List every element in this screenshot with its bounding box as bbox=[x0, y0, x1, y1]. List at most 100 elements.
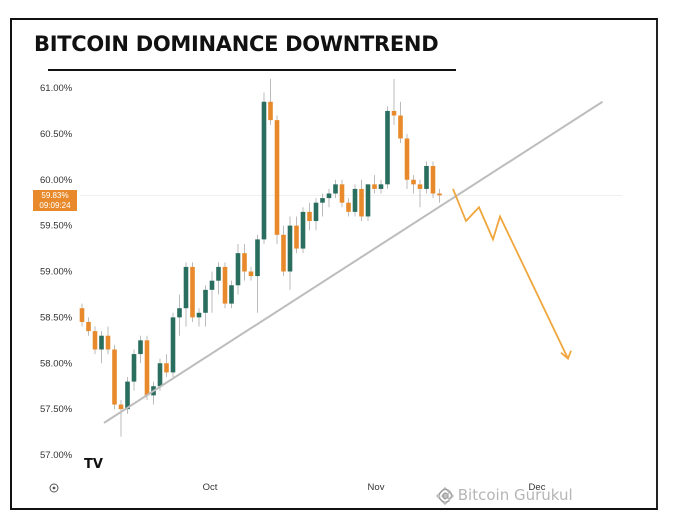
candle bbox=[131, 349, 137, 391]
candle bbox=[222, 262, 228, 309]
y-tick-label: 57.50% bbox=[40, 404, 73, 415]
candle bbox=[359, 179, 364, 222]
x-tick-label: Dec bbox=[529, 482, 546, 493]
candle bbox=[261, 92, 267, 244]
candle-up bbox=[99, 335, 104, 350]
candle bbox=[242, 243, 247, 281]
candle-up bbox=[378, 184, 384, 189]
candle bbox=[105, 326, 111, 355]
candle bbox=[333, 179, 338, 199]
x-axis: Oct Nov Dec bbox=[203, 482, 546, 493]
page-title: BITCOIN DOMINANCE DOWNTREND bbox=[34, 32, 439, 56]
tradingview-logo: TV bbox=[84, 457, 103, 472]
y-tick-label: 59.50% bbox=[40, 221, 73, 232]
y-tick-label: 57.00% bbox=[40, 450, 73, 461]
candle bbox=[112, 344, 117, 410]
candle bbox=[177, 294, 182, 336]
candle-down bbox=[118, 404, 124, 410]
candle-down bbox=[339, 184, 345, 203]
candle-up bbox=[365, 184, 371, 217]
candle-up bbox=[300, 211, 306, 249]
candle-up bbox=[424, 165, 429, 189]
trendline-group bbox=[103, 100, 604, 424]
candle bbox=[235, 243, 241, 295]
candle bbox=[411, 175, 416, 194]
candle bbox=[307, 202, 312, 231]
candle-up bbox=[196, 312, 202, 318]
candle-down bbox=[391, 110, 397, 116]
candle bbox=[118, 399, 124, 437]
projection-arrowhead bbox=[560, 350, 572, 361]
candle-down bbox=[417, 184, 423, 189]
candle-down bbox=[190, 266, 195, 318]
price-badge-value: 59.83% bbox=[41, 191, 69, 200]
candle-up bbox=[131, 354, 137, 382]
candle bbox=[404, 133, 410, 189]
candle bbox=[281, 225, 286, 277]
candle bbox=[385, 106, 390, 189]
candle bbox=[99, 331, 104, 364]
candle bbox=[183, 262, 189, 327]
candle-up bbox=[385, 110, 390, 185]
candle bbox=[391, 78, 397, 125]
candle bbox=[424, 161, 429, 194]
price-badge-countdown: 09:09:24 bbox=[39, 201, 71, 210]
candle bbox=[313, 198, 319, 231]
candle bbox=[157, 358, 163, 391]
y-tick-label: 61.00% bbox=[40, 83, 73, 94]
candles bbox=[79, 78, 442, 437]
y-axis: 61.00% 60.50% 60.00% 59.50% 59.00% 58.50% 58.0… bbox=[40, 83, 73, 461]
candle bbox=[144, 335, 150, 400]
candle bbox=[417, 179, 423, 208]
candle-up bbox=[333, 184, 338, 194]
candle-down bbox=[346, 202, 351, 212]
candle-up bbox=[170, 317, 176, 373]
candle-up bbox=[235, 253, 241, 286]
candle-down bbox=[281, 234, 286, 272]
candle-up bbox=[157, 363, 163, 387]
candle-down bbox=[430, 165, 436, 194]
candle bbox=[92, 326, 98, 355]
candle bbox=[138, 335, 143, 364]
candle-down bbox=[164, 363, 169, 373]
y-tick-label: 58.00% bbox=[40, 358, 73, 369]
watermark-logo-icon bbox=[436, 487, 454, 505]
projection-path bbox=[452, 188, 569, 360]
chart-frame bbox=[10, 18, 658, 510]
candle bbox=[326, 188, 332, 208]
candle-up bbox=[209, 280, 215, 290]
candle bbox=[352, 184, 358, 217]
candle bbox=[300, 207, 306, 254]
candle-down bbox=[411, 179, 416, 185]
candle-down bbox=[372, 184, 377, 189]
watermark: @ Bitcoin Gurukul bbox=[438, 486, 573, 504]
settings-icon[interactable] bbox=[49, 483, 59, 493]
candle-up bbox=[177, 308, 182, 318]
candle-down bbox=[144, 340, 150, 396]
candle-down bbox=[222, 266, 228, 304]
candle-down bbox=[404, 138, 410, 180]
candle-up bbox=[229, 285, 234, 304]
x-tick-label: Nov bbox=[368, 482, 385, 493]
candle bbox=[372, 175, 377, 194]
candle bbox=[196, 308, 202, 327]
candle bbox=[320, 193, 325, 217]
candle bbox=[287, 216, 293, 290]
candle bbox=[294, 216, 299, 254]
candle-up bbox=[216, 266, 221, 281]
candle-down bbox=[294, 225, 299, 249]
candle bbox=[274, 115, 280, 244]
candle-down bbox=[242, 253, 247, 272]
candle-up bbox=[125, 381, 130, 410]
x-tick-label: Oct bbox=[203, 482, 218, 493]
candle bbox=[398, 101, 403, 144]
candle bbox=[203, 285, 208, 327]
price-badge: 59.83% 09:09:24 bbox=[33, 190, 77, 211]
candle-up bbox=[313, 202, 319, 222]
candle-down bbox=[274, 120, 280, 235]
candle bbox=[378, 179, 384, 194]
projection-group bbox=[452, 188, 572, 361]
candle bbox=[209, 271, 215, 313]
candle-up bbox=[183, 266, 189, 309]
